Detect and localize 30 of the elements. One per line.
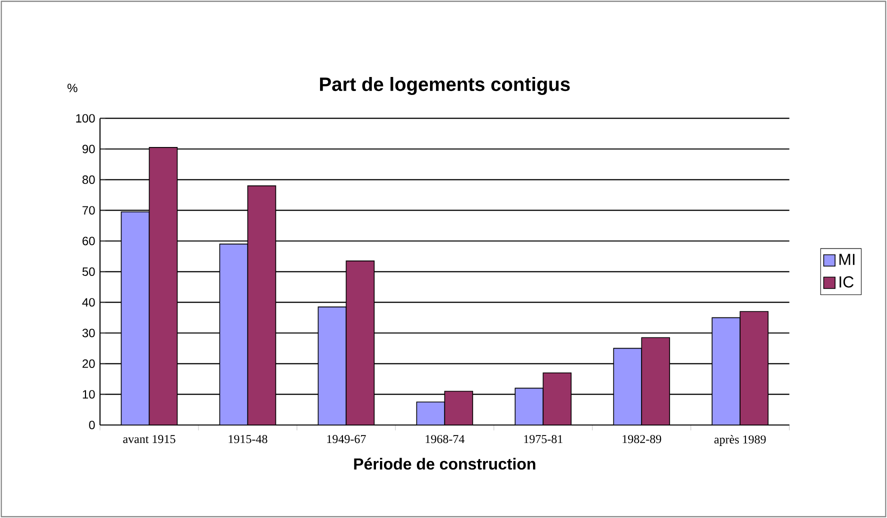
y-tick-label: 80 <box>82 175 95 184</box>
x-axis-title: Période de construction <box>354 458 536 470</box>
legend-label: IC <box>840 276 854 288</box>
x-tick-label: après 1989 <box>714 435 766 446</box>
bar <box>444 390 474 425</box>
x-tick-label: avant 1915 <box>123 435 176 444</box>
y-tick-label: 100 <box>76 114 95 123</box>
bar <box>148 147 178 425</box>
y-tick-label: 0 <box>89 420 95 430</box>
bar <box>247 185 276 425</box>
x-tick-label: 1949-67 <box>327 435 366 444</box>
bar <box>346 260 375 425</box>
y-tick-label: 20 <box>82 359 95 368</box>
y-tick-label: 40 <box>82 298 95 307</box>
y-axis-title: % <box>68 84 78 92</box>
y-tick-label: 30 <box>82 328 95 338</box>
legend-label: MI <box>839 254 854 265</box>
bar <box>542 372 572 425</box>
y-tick-label: 50 <box>82 267 95 276</box>
y-tick-label: 10 <box>82 390 95 399</box>
x-tick-label: 1968-74 <box>426 435 464 444</box>
chart-title: Part de logements contigus <box>320 76 570 95</box>
x-tick-label: 1982-89 <box>622 435 662 444</box>
bar <box>641 337 670 425</box>
x-tick-label: 1915-48 <box>228 435 268 444</box>
y-tick-label: 60 <box>82 236 95 246</box>
x-tick-label: 1975-81 <box>524 435 562 444</box>
bar <box>740 311 769 425</box>
y-tick-label: 90 <box>82 144 95 154</box>
y-tick-label: 70 <box>82 206 95 215</box>
